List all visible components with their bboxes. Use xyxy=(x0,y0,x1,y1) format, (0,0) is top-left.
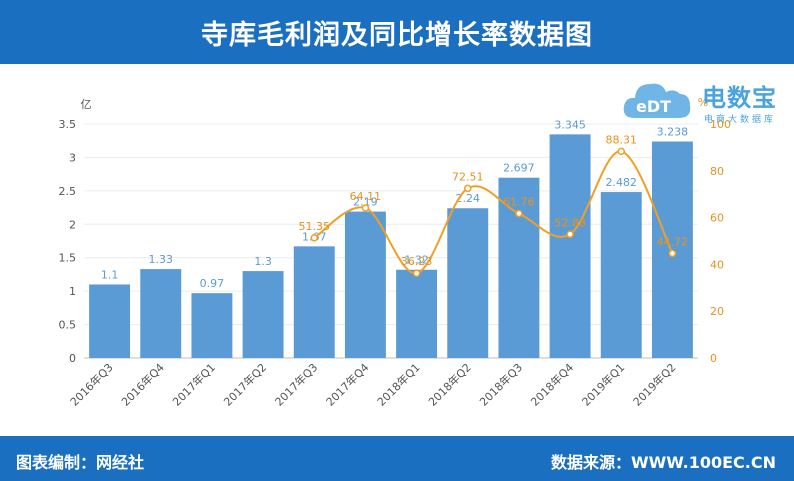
bar xyxy=(396,269,438,358)
line-point xyxy=(515,209,523,218)
bar-value-label: 1.1 xyxy=(101,268,119,281)
bar-value-label: 1.32 xyxy=(404,254,429,267)
line-value-label: 44.72 xyxy=(657,235,689,248)
y-right-tick-label: 0 xyxy=(710,352,717,365)
x-tick-label: 2019年Q2 xyxy=(630,360,679,409)
bar xyxy=(191,293,233,358)
y-left-tick-label: 1.5 xyxy=(59,252,77,265)
bar xyxy=(89,284,131,358)
line-value-label: 72.51 xyxy=(452,170,484,183)
bar xyxy=(549,134,591,358)
combo-chart: 0 0.5 1 1.5 2 2.5 3 3.5 亿 0 20 40 60 80 100% 1.1 1.33 0.9… xyxy=(59,96,732,409)
bar xyxy=(344,211,386,358)
line-point xyxy=(464,184,472,193)
x-tick-label: 2018年Q2 xyxy=(425,360,474,409)
y-left-tick-label: 0.5 xyxy=(59,319,77,332)
bar-value-label: 1.33 xyxy=(149,253,174,266)
y-left-tick-label: 3 xyxy=(69,151,76,164)
y-right-unit: % xyxy=(698,96,708,109)
bar xyxy=(447,208,489,358)
x-tick-label: 2017年Q3 xyxy=(272,360,321,409)
line-point xyxy=(310,234,318,242)
footer-source: 数据来源：WWW.100EC.CN xyxy=(550,453,776,472)
bar-value-label: 3.345 xyxy=(554,118,586,131)
bar-value-label: 0.97 xyxy=(200,277,225,290)
x-tick-label: 2018年Q4 xyxy=(528,360,577,409)
y-left-tick-label: 2 xyxy=(69,218,76,231)
footer-bar: 图表编制：网经社 数据来源：WWW.100EC.CN xyxy=(0,436,794,481)
bar-value-label: 2.482 xyxy=(606,176,638,189)
x-tick-label: 2017年Q1 xyxy=(169,360,218,409)
line-value-label: 64.11 xyxy=(350,190,382,203)
x-tick-label: 2016年Q3 xyxy=(67,360,116,409)
line-value-label: 52.88 xyxy=(554,216,586,229)
bar-value-label: 3.238 xyxy=(657,126,689,139)
bar xyxy=(242,271,284,358)
y-left-tick-label: 1 xyxy=(69,285,76,298)
x-tick-label: 2017年Q2 xyxy=(221,360,270,409)
logo: eDT 电数宝 电商大数据库 xyxy=(620,72,790,132)
line-point xyxy=(361,204,370,212)
y-right-tick-label: 20 xyxy=(710,305,724,318)
line-value-label: 88.31 xyxy=(606,133,638,146)
header-bar: 寺库毛利润及同比增长率数据图 xyxy=(0,0,794,64)
bar xyxy=(140,269,182,358)
bar xyxy=(293,246,335,358)
x-tick-label: 2016年Q4 xyxy=(118,360,167,409)
y-right-tick-label: 40 xyxy=(710,258,724,271)
line-point xyxy=(617,147,625,156)
x-tick-label: 2018年Q1 xyxy=(374,360,423,409)
logo-subtext: 电商大数据库 xyxy=(704,115,777,125)
x-tick-label: 2018年Q3 xyxy=(476,360,525,409)
footer-credit: 图表编制：网经社 xyxy=(16,453,145,472)
bar xyxy=(600,192,642,358)
bar xyxy=(498,177,540,358)
line-value-label: 51.35 xyxy=(299,220,331,233)
line-point xyxy=(412,269,421,277)
x-tick-label: 2019年Q1 xyxy=(579,360,628,409)
bar-value-label: 2.697 xyxy=(503,162,535,175)
y-left-tick-label: 3.5 xyxy=(59,118,77,131)
y-right-tick-label: 60 xyxy=(710,212,724,225)
y-left-tick-label: 0 xyxy=(69,352,76,365)
x-tick-label: 2017年Q4 xyxy=(323,360,372,409)
cloud-logo-icon: eDT xyxy=(623,83,691,118)
line-point xyxy=(668,249,677,258)
chart-title: 寺库毛利润及同比增长率数据图 xyxy=(201,19,593,51)
y-left-unit: 亿 xyxy=(81,98,92,111)
bar-value-label: 2.19 xyxy=(353,196,378,209)
logo-text: 电数宝 xyxy=(702,84,777,112)
logo-mark: eDT xyxy=(636,97,671,116)
y-right-tick-label: 100 xyxy=(710,118,731,131)
bar-value-label: 1.3 xyxy=(254,255,272,268)
line-value-label: 36.23 xyxy=(401,255,433,268)
y-right-tick-label: 80 xyxy=(710,165,724,178)
y-left-tick-label: 2.5 xyxy=(59,185,77,198)
line-point xyxy=(566,230,574,239)
line-value-label: 61.76 xyxy=(503,195,535,208)
